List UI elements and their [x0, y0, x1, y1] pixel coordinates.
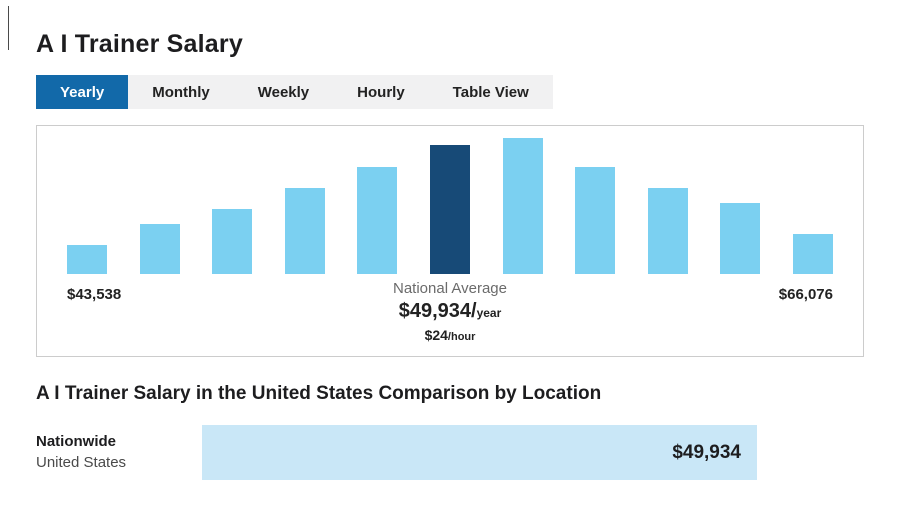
- hourly-salary-unit: /hour: [447, 331, 476, 343]
- tab-weekly[interactable]: Weekly: [257, 83, 310, 101]
- salary-bar[interactable]: [647, 187, 688, 274]
- comparison-bar[interactable]: $49,934: [202, 425, 757, 480]
- salary-bar[interactable]: [502, 138, 543, 274]
- salary-histogram-bars: [67, 138, 833, 274]
- tab-monthly[interactable]: Monthly: [152, 83, 210, 101]
- salary-bar[interactable]: [139, 224, 180, 274]
- salary-bar[interactable]: [357, 166, 398, 274]
- salary-bar[interactable]: [212, 208, 253, 274]
- left-edge-line: [8, 6, 9, 50]
- comparison-heading: A I Trainer Salary in the United States …: [36, 383, 602, 404]
- tab-table-view[interactable]: Table View: [452, 83, 529, 101]
- hourly-salary-line: $24/hour: [67, 327, 833, 345]
- average-salary-value: $49,934/: [398, 300, 477, 322]
- tab-bar: Yearly Monthly Weekly Hourly Table View: [36, 75, 553, 109]
- salary-bar[interactable]: [67, 245, 107, 274]
- salary-bar[interactable]: [792, 233, 833, 274]
- salary-min-label: $43,538: [67, 286, 122, 303]
- salary-bar[interactable]: [575, 166, 616, 274]
- chart-footer: $43,538 $66,076 National Average $49,934…: [67, 280, 833, 350]
- comparison-bar-value: $49,934: [672, 441, 741, 463]
- region-name: Nationwide: [36, 433, 117, 451]
- salary-bar[interactable]: [284, 187, 325, 274]
- salary-chart-card: $43,538 $66,076 National Average $49,934…: [36, 125, 864, 357]
- salary-bar[interactable]: [720, 203, 761, 274]
- national-average-label: National Average: [393, 280, 507, 297]
- average-salary-line: $49,934/year: [67, 300, 833, 323]
- average-salary-unit: year: [476, 306, 502, 320]
- national-average-block: National Average $49,934/year $24/hour: [67, 280, 833, 345]
- tab-hourly[interactable]: Hourly: [357, 83, 405, 101]
- comparison-row: Nationwide United States $49,934: [36, 425, 900, 480]
- page-title: A I Trainer Salary: [36, 30, 243, 58]
- salary-bar-highlight[interactable]: [429, 144, 470, 274]
- comparison-row-label: Nationwide United States: [36, 432, 202, 473]
- salary-max-label: $66,076: [778, 286, 833, 303]
- region-sub-name: United States: [36, 453, 127, 471]
- hourly-salary-value: $24: [424, 327, 448, 343]
- tab-yearly[interactable]: Yearly: [36, 75, 129, 109]
